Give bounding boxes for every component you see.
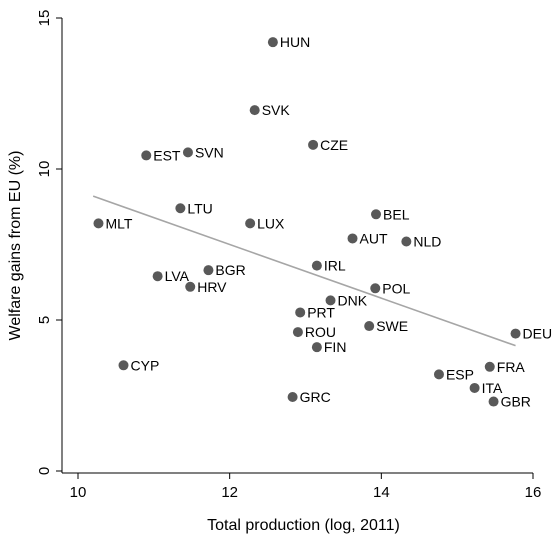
point-lva (152, 271, 163, 282)
point-label-fin: FIN (324, 339, 347, 355)
point-label-fra: FRA (497, 359, 526, 375)
point-label-svn: SVN (195, 144, 224, 160)
x-tick-label: 14 (373, 484, 390, 501)
point-label-mlt: MLT (105, 215, 132, 231)
point-hrv (185, 281, 196, 292)
y-tick-label: 15 (36, 10, 53, 27)
point-label-irl: IRL (324, 258, 346, 274)
point-nld (401, 236, 412, 247)
point-fra (484, 361, 495, 372)
point-label-svk: SVK (262, 102, 291, 118)
y-axis-title: Welfare gains from EU (%) (7, 151, 24, 341)
point-cze (308, 139, 319, 150)
point-label-lva: LVA (165, 268, 190, 284)
point-label-grc: GRC (300, 389, 331, 405)
point-gbr (488, 396, 499, 407)
point-deu (510, 328, 521, 339)
point-bel (371, 209, 382, 220)
point-label-nld: NLD (413, 233, 441, 249)
points-group: HUN SVK EST SVN CZE LTU MLT LUX BEL AUT NLD IRL LVA B… (93, 34, 553, 410)
point-label-bel: BEL (383, 206, 410, 222)
point-label-aut: AUT (360, 230, 388, 246)
point-bgr (203, 265, 214, 276)
point-hun (267, 37, 278, 48)
point-label-swe: SWE (376, 318, 408, 334)
point-rou (292, 327, 303, 338)
point-swe (364, 321, 375, 332)
axes: 0 5 10 15 10 12 14 16 (36, 10, 541, 501)
point-pol (370, 283, 381, 294)
point-lux (245, 218, 256, 229)
y-tick-label: 0 (36, 467, 53, 475)
y-tick-label: 10 (36, 161, 53, 178)
point-svk (249, 105, 260, 116)
x-axis-title: Total production (log, 2011) (207, 517, 400, 534)
point-label-prt: PRT (307, 304, 335, 320)
point-label-hun: HUN (280, 34, 310, 50)
point-label-esp: ESP (446, 366, 474, 382)
y-tick-label: 5 (36, 316, 53, 324)
x-tick-label: 16 (525, 484, 542, 501)
point-label-ita: ITA (482, 380, 503, 396)
point-mlt (93, 218, 104, 229)
point-svn (182, 147, 193, 158)
point-esp (433, 369, 444, 380)
point-cyp (118, 360, 129, 371)
point-label-bgr: BGR (215, 262, 245, 278)
point-dnk (325, 295, 336, 306)
point-label-pol: POL (382, 280, 410, 296)
point-label-hrv: HRV (197, 279, 227, 295)
point-ita (469, 382, 480, 393)
point-label-lux: LUX (257, 215, 285, 231)
point-fin (311, 342, 322, 353)
point-label-est: EST (153, 147, 181, 163)
point-label-ltu: LTU (187, 200, 212, 216)
x-tick-label: 10 (70, 484, 87, 501)
fit-line (92, 195, 516, 347)
point-label-rou: ROU (305, 324, 336, 340)
x-tick-label: 12 (221, 484, 238, 501)
point-aut (347, 233, 358, 244)
point-grc (287, 392, 298, 403)
point-est (141, 150, 152, 161)
point-prt (295, 307, 306, 318)
point-ltu (175, 203, 186, 214)
point-label-deu: DEU (523, 326, 553, 342)
point-irl (311, 260, 322, 271)
point-label-dnk: DNK (338, 292, 368, 308)
point-label-gbr: GBR (501, 394, 531, 410)
point-label-cyp: CYP (131, 357, 160, 373)
fit-line-group (92, 195, 516, 347)
point-label-cze: CZE (320, 137, 348, 153)
